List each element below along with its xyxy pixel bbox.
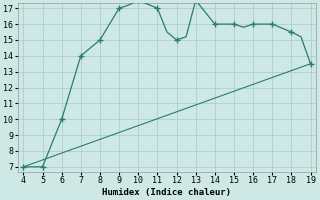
X-axis label: Humidex (Indice chaleur): Humidex (Indice chaleur) — [102, 188, 231, 197]
